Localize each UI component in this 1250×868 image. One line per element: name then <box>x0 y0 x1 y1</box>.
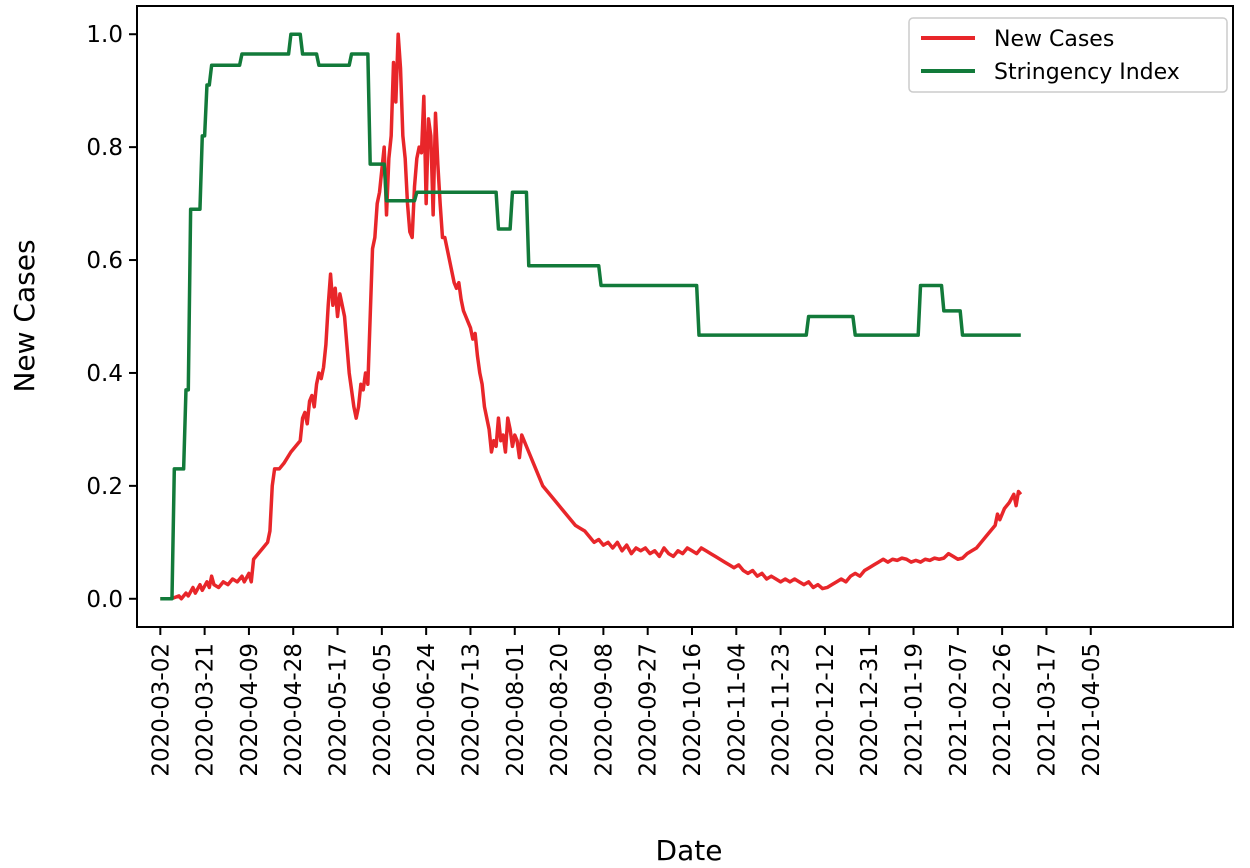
x-tick-label: 2020-09-27 <box>636 643 662 777</box>
x-tick-label: 2020-07-13 <box>458 643 484 777</box>
x-axis-label: Date <box>656 834 723 867</box>
x-tick-label: 2020-03-02 <box>148 643 174 777</box>
x-tick-label: 2021-02-07 <box>946 643 972 777</box>
y-tick-label: 1.0 <box>86 22 123 48</box>
x-tick-label: 2020-06-05 <box>370 643 396 777</box>
x-tick-label: 2020-08-01 <box>503 643 529 777</box>
plot-frame <box>136 5 1234 628</box>
series-line-stringency-index <box>160 32 1021 601</box>
x-tick-label: 2020-11-04 <box>724 643 750 777</box>
x-tick-label: 2020-11-23 <box>769 643 795 777</box>
x-tick-label: 2020-12-12 <box>813 643 839 777</box>
x-tick-label: 2020-03-21 <box>193 643 219 777</box>
x-tick-label: 2020-09-08 <box>591 643 617 777</box>
x-tick-label: 2020-05-17 <box>326 643 352 777</box>
x-tick-label: 2021-02-26 <box>990 643 1016 777</box>
y-tick-label: 0.2 <box>86 474 123 500</box>
x-tick-label: 2020-12-31 <box>857 643 883 777</box>
x-tick-label: 2020-04-09 <box>237 643 263 777</box>
y-tick-label: 0.0 <box>86 587 123 613</box>
y-tick-label: 0.8 <box>86 135 123 161</box>
legend-label-new-cases: New Cases <box>994 27 1114 52</box>
y-tick-label: 0.4 <box>86 361 123 387</box>
legend-label-stringency-index: Stringency Index <box>994 60 1180 85</box>
x-tick-label: 2020-06-24 <box>414 643 440 777</box>
x-tick-label: 2020-10-16 <box>680 643 706 777</box>
legend: New Cases Stringency Index <box>908 17 1228 93</box>
series-line-new-cases <box>160 32 1023 601</box>
x-tick-label: 2020-04-28 <box>281 643 307 777</box>
x-tick-label: 2021-04-05 <box>1079 643 1105 777</box>
y-axis: 0.0 0.2 0.4 0.6 0.8 1.0 <box>86 22 137 613</box>
plot-area <box>137 6 1233 627</box>
y-tick-label: 0.6 <box>86 248 123 274</box>
x-tick-label: 2021-03-17 <box>1034 643 1060 777</box>
y-axis-label: New Cases <box>8 239 41 392</box>
x-tick-label: 2021-01-19 <box>902 643 928 777</box>
legend-box <box>908 17 1228 93</box>
x-axis: 2020-03-02 2020-03-21 2020-04-09 2020-04-28… <box>148 627 1105 777</box>
x-tick-label: 2020-08-20 <box>547 643 573 777</box>
